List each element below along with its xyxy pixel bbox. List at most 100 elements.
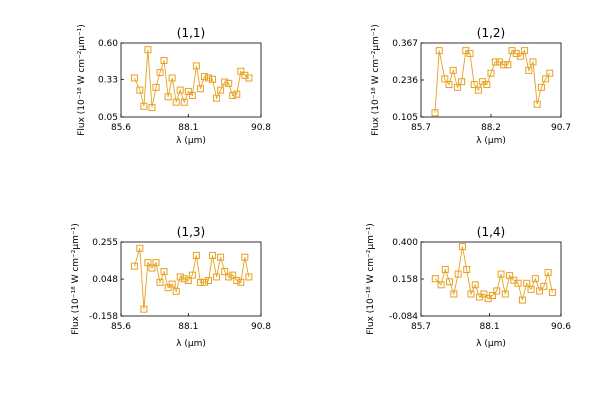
data-point [542,75,550,83]
x-tick-label: 85.7 [411,322,431,332]
y-tick-label: 0.367 [392,39,418,49]
data-point [500,61,508,69]
data-point [523,279,531,287]
data-point [536,287,544,295]
x-tick-label: 85.7 [411,123,431,133]
data-point [518,296,526,304]
data-point [140,305,148,313]
data-point [229,271,237,279]
data-point [217,253,225,261]
data-point [164,93,172,101]
data-point [531,275,539,283]
data-point [516,52,524,60]
data-point [217,86,225,94]
data-point [152,83,160,91]
data-point [184,87,192,95]
data-point [172,287,180,295]
data-point [533,100,541,108]
data-point [493,287,501,295]
data-point [466,49,474,57]
data-point [180,98,188,106]
data-point [221,268,229,276]
y-tick-label: 0.048 [92,275,118,285]
x-tick-label: 90.6 [551,322,571,332]
data-point [213,273,221,281]
y-tick-label: 0.60 [98,39,118,49]
data-point [488,292,496,300]
data-point [225,79,233,87]
data-layer [130,46,253,112]
data-point [435,47,443,55]
data-point [450,290,458,298]
data-point [245,74,253,82]
data-point [529,58,537,66]
data-point [467,290,475,298]
x-axis-label: λ (μm) [476,136,506,146]
data-point [487,69,495,77]
data-point [537,83,545,91]
y-tick-label: 0.236 [392,76,418,86]
panel-title: (1,4) [477,225,505,239]
data-point [441,266,449,274]
data-point [160,56,168,64]
data-point [188,91,196,99]
data-point [164,284,172,292]
data-point [130,74,138,82]
data-point [453,83,461,91]
data-point [501,290,509,298]
data-point [431,275,439,283]
tick-layer: 85.6 88.1 90.8 0.05 0.33 0.60 [98,39,271,133]
data-point [221,78,229,86]
data-point [209,251,217,259]
data-point [483,81,491,89]
data-point [160,268,168,276]
data-point [148,264,156,272]
data-point [237,67,245,75]
x-tick-label: 90.8 [251,123,271,133]
panel-title: (1,2) [477,26,505,40]
data-point [225,273,233,281]
data-point [237,278,245,286]
data-point [136,244,144,252]
data-point [441,75,449,83]
panel-1-1: (1,1) λ (μm) Flux (10⁻¹⁸ W cm⁻²μm⁻¹) 85.… [77,24,271,146]
y-axis-label: Flux (10⁻¹⁸ W cm⁻²μm⁻¹) [371,24,381,136]
data-point [200,73,208,81]
panel-1-2: (1,2) λ (μm) Flux (10⁻¹⁸ W cm⁻²μm⁻¹) 85.… [371,24,571,146]
data-point [540,282,548,290]
x-tick-label: 85.6 [111,123,131,133]
data-point [140,102,148,110]
data-point [233,90,241,98]
data-point [544,269,552,277]
y-tick-label: -0.158 [89,312,118,322]
y-axis-label: Flux (10⁻¹⁸ W cm⁻²μm⁻¹) [366,223,376,335]
data-point [144,259,152,267]
data-point [437,281,445,289]
x-axis-label: λ (μm) [176,136,206,146]
series-line [434,49,551,113]
data-point [463,266,471,274]
x-tick-label: 88.2 [481,123,501,133]
x-axis-label: λ (μm) [176,339,206,349]
x-axis-label: λ (μm) [476,339,506,349]
data-point [446,278,454,286]
y-tick-label: 0.105 [392,113,418,123]
data-point [156,278,164,286]
data-point [192,251,200,259]
data-layer [431,243,556,304]
data-point [196,278,204,286]
x-tick-label: 88.1 [480,322,500,332]
y-tick-label: 0.05 [98,113,118,123]
data-point [176,273,184,281]
data-point [470,81,478,89]
data-point [245,273,253,281]
plot-frame [420,241,562,317]
y-tick-label: 0.400 [392,238,418,248]
data-point [156,69,164,77]
data-point [148,104,156,112]
data-layer [130,244,253,313]
data-point [474,86,482,94]
data-point [480,290,488,298]
data-point [213,94,221,102]
data-point [192,62,200,70]
